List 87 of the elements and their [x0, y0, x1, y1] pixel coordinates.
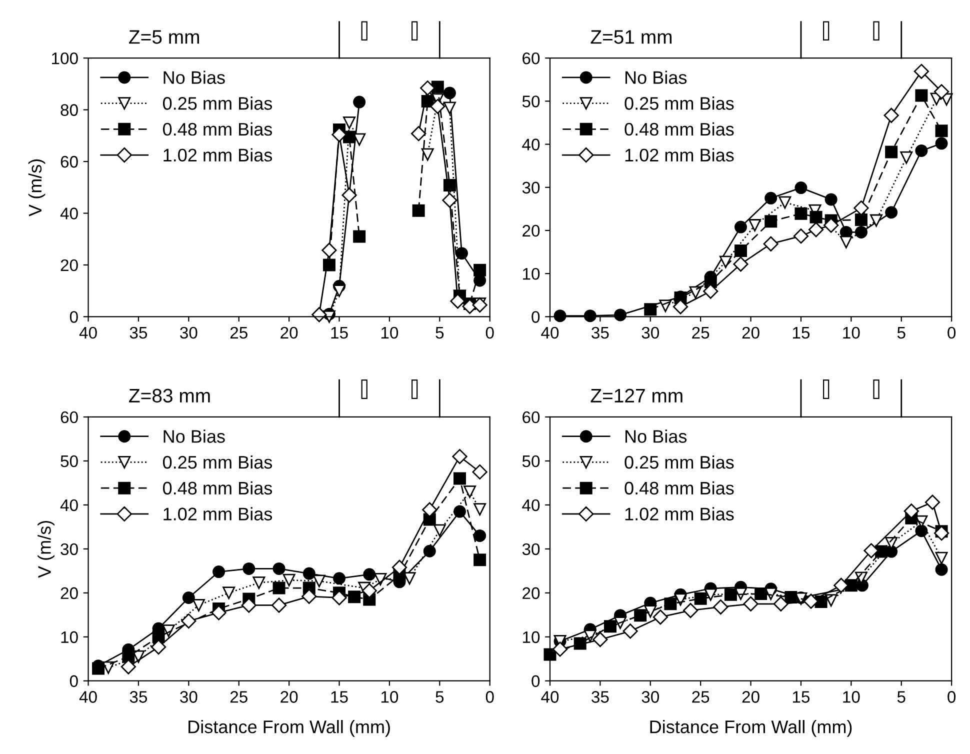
x-tick-label: 15	[792, 327, 810, 339]
x-tick-label: 15	[792, 691, 810, 703]
x-tick-label: 40	[79, 326, 97, 339]
x-tick-label: 0	[486, 326, 494, 339]
legend-label: 0.25 mm Bias	[624, 96, 734, 110]
legend-label: 0.48 mm Bias	[163, 481, 272, 495]
x-axis-title: Distance From Wall (mm)	[188, 720, 390, 737]
y-tick-label: 40	[60, 208, 78, 220]
x-tick-label: 10	[381, 326, 398, 339]
legend-label: No Bias	[164, 70, 225, 84]
x-tick-label: 40	[541, 691, 559, 703]
x-tick-label: 5	[897, 691, 906, 703]
x-tick-label: 10	[843, 691, 860, 703]
x-tick-label: 15	[331, 691, 348, 703]
x-tick-label: 5	[436, 691, 444, 703]
y-tick-label: 50	[522, 455, 540, 468]
y-tick-label: 40	[60, 499, 78, 512]
x-tick-label: 15	[331, 327, 348, 339]
y-tick-label: 80	[60, 104, 78, 116]
y-tick-label: 0	[532, 675, 540, 688]
legend-label: 0.48 mm Bias	[624, 481, 734, 495]
y-tick-label: 20	[60, 259, 78, 272]
legend-label: 1.02 mm Bias	[625, 148, 734, 162]
y-tick-label: 60	[522, 411, 540, 424]
x-tick-label: 30	[642, 326, 660, 339]
x-tick-label: 25	[230, 691, 248, 703]
y-tick-label: 0	[532, 311, 540, 323]
y-tick-label: 100	[52, 52, 78, 64]
y-tick-label: 20	[522, 224, 540, 237]
x-tick-label: 30	[642, 691, 660, 703]
x-tick-label: 25	[230, 326, 248, 339]
x-tick-label: 5	[897, 327, 906, 339]
y-tick-label: 20	[60, 587, 78, 600]
chart-title: Z=127 mm	[590, 388, 682, 402]
y-tick-label: 60	[60, 411, 78, 424]
chart-title: Z=51 mm	[590, 30, 672, 44]
x-tick-label: 20	[742, 326, 760, 339]
y-tick-label: 10	[523, 631, 540, 644]
legend-label: 0.25 mm Bias	[624, 455, 734, 469]
x-tick-label: 40	[541, 326, 559, 339]
x-tick-label: 35	[130, 326, 148, 339]
chart-title: Z=83 mm	[129, 388, 210, 403]
x-tick-label: 10	[843, 326, 860, 339]
legend-label: 0.25 mm Bias	[163, 455, 272, 469]
legend-label: No Bias	[626, 430, 687, 443]
x-tick-label: 35	[130, 691, 148, 703]
y-tick-label: 0	[70, 311, 78, 323]
legend-label: 0.48 mm Bias	[163, 122, 272, 136]
x-tick-label: 10	[381, 691, 398, 703]
y-axis-title: V (m/s)	[28, 159, 46, 216]
x-tick-label: 40	[79, 691, 97, 703]
y-tick-label: 30	[522, 182, 540, 194]
y-tick-label: 10	[523, 268, 540, 280]
x-tick-label: 0	[948, 691, 956, 703]
legend-label: 1.02 mm Bias	[164, 148, 272, 162]
y-tick-label: 30	[522, 543, 540, 556]
legend-label: 1.02 mm Bias	[164, 507, 272, 520]
legend-label: No Bias	[164, 430, 225, 443]
x-tick-label: 30	[180, 691, 198, 703]
y-tick-label: 50	[522, 96, 540, 108]
legend-label: 0.48 mm Bias	[624, 122, 734, 136]
y-tick-label: 40	[522, 138, 540, 150]
x-tick-label: 35	[592, 326, 609, 339]
x-tick-label: 35	[592, 691, 609, 703]
y-tick-label: 10	[61, 631, 78, 644]
y-tick-label: 20	[522, 587, 540, 600]
x-tick-label: 20	[742, 691, 760, 703]
x-tick-label: 30	[180, 326, 198, 339]
x-tick-label: 0	[486, 691, 494, 703]
x-tick-label: 5	[436, 327, 444, 339]
x-tick-label: 25	[692, 691, 710, 703]
x-tick-label: 20	[280, 326, 298, 339]
x-tick-label: 25	[692, 326, 710, 339]
y-tick-label: 40	[522, 499, 540, 512]
y-tick-label: 0	[70, 675, 78, 688]
chart-title: Z=5 mm	[129, 30, 199, 44]
x-tick-label: 0	[948, 326, 956, 339]
legend-label: No Bias	[626, 70, 687, 84]
y-tick-label: 60	[522, 52, 540, 64]
legend-label: 1.02 mm Bias	[625, 507, 734, 520]
y-axis-title: V (m/s)	[38, 520, 54, 578]
y-tick-label: 60	[60, 156, 78, 168]
y-tick-label: 30	[60, 543, 78, 556]
y-tick-label: 50	[60, 455, 78, 468]
legend-label: 0.25 mm Bias	[163, 96, 272, 110]
x-tick-label: 20	[280, 691, 298, 703]
x-axis-title: Distance From Wall (mm)	[650, 720, 852, 737]
